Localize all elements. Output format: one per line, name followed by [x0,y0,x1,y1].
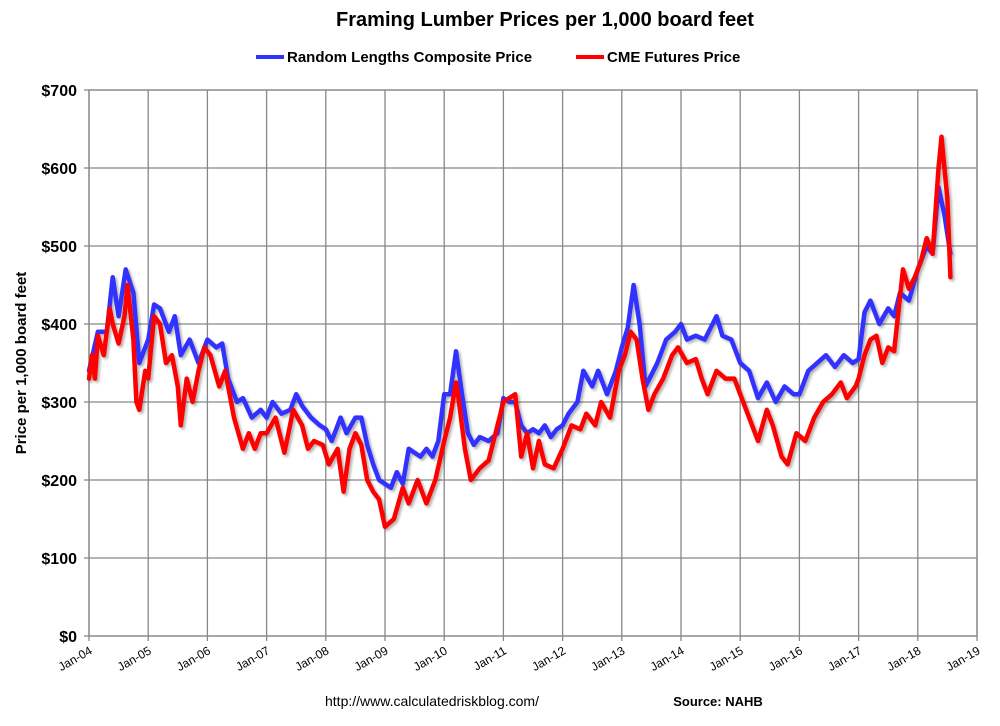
x-tick-label: Jan-06 [174,643,213,674]
footer-url: http://www.calculatedriskblog.com/ [325,693,539,709]
y-axis-label: Price per 1,000 board feet [13,272,30,455]
x-tick-label: Jan-13 [589,643,628,674]
series-line-random-lengths [86,185,953,491]
y-tick-label: $600 [41,161,77,178]
x-tick-label: Jan-15 [707,643,746,674]
x-tick-label: Jan-19 [944,643,983,674]
chart-title: Framing Lumber Prices per 1,000 board fe… [336,9,754,31]
y-tick-label: $200 [41,473,77,490]
legend-label-cme-futures: CME Futures Price [607,49,740,66]
series-line-cme-futures [86,134,953,530]
x-tick-label: Jan-18 [885,643,924,674]
x-tick-label: Jan-12 [529,643,568,674]
y-tick-label: $400 [41,317,77,334]
y-tick-label: $700 [41,83,77,100]
grid [88,89,978,641]
x-tick-label: Jan-05 [115,643,154,674]
y-tick-label: $100 [41,551,77,568]
x-tick-label: Jan-16 [766,643,805,674]
y-tick-label: $500 [41,239,77,256]
y-tick-label: $0 [59,629,77,646]
series-lines [86,134,953,530]
y-axis: $0 $100 $200 $300 $400 $500 $600 $700 [41,83,89,646]
footer-source: Source: NAHB [673,694,763,709]
x-tick-label: Jan-14 [648,643,687,674]
x-tick-label: Jan-11 [471,643,509,673]
x-tick-label: Jan-08 [293,643,332,674]
x-tick-label: Jan-17 [825,643,864,674]
x-axis: Jan-04 Jan-05 Jan-06 Jan-07 Jan-08 Jan-09 Jan-… [56,643,983,674]
x-tick-label: Jan-07 [233,643,272,674]
legend-label-random-lengths: Random Lengths Composite Price [287,49,532,66]
y-tick-label: $300 [41,395,77,412]
x-tick-label: Jan-09 [352,643,391,674]
x-tick-label: Jan-04 [56,643,95,674]
plot-border [88,89,978,637]
legend: Random Lengths Composite Price CME Futur… [256,49,740,66]
x-tick-label: Jan-10 [411,643,450,674]
